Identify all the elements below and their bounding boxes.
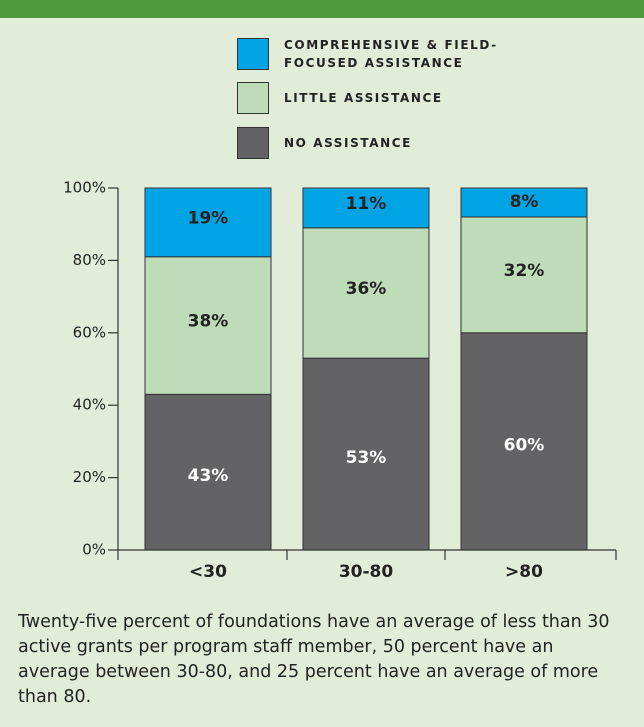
legend-swatch <box>237 38 269 70</box>
legend-item: LITTLE ASSISTANCE <box>237 82 564 114</box>
value-label: 43% <box>188 466 229 486</box>
y-tick-label: 80% <box>73 251 106 269</box>
bar-segment <box>460 187 588 218</box>
bar-segment <box>302 357 430 551</box>
caption: Twenty-five percent of foundations have … <box>18 612 610 707</box>
x-tick-label: 30-80 <box>339 562 394 582</box>
legend-swatch <box>237 127 269 159</box>
chart: 0% 20% 40% 60% 80% 100% <30 43% 38% 19% 30-80 53% 36… <box>63 179 617 582</box>
bar-segment <box>144 256 272 395</box>
legend-item: COMPREHENSIVE & FIELD-FOCUSED ASSISTANCE <box>237 36 524 72</box>
y-tick-label: 0% <box>82 541 106 559</box>
value-label: 60% <box>504 435 545 455</box>
y-tick-label: 40% <box>73 396 106 414</box>
bar-segment <box>302 187 430 229</box>
value-label: 53% <box>346 448 387 468</box>
legend-swatch <box>237 82 269 114</box>
legend-label: LITTLE ASSISTANCE <box>284 91 443 105</box>
x-tick-label: >80 <box>505 562 543 582</box>
value-label: 11% <box>346 194 387 214</box>
value-label: 36% <box>346 279 387 299</box>
value-label: 38% <box>188 312 229 332</box>
value-label: 8% <box>510 192 539 212</box>
header-band <box>0 0 644 18</box>
y-tick-label: 20% <box>73 468 106 486</box>
legend-label: COMPREHENSIVE & FIELD-FOCUSED ASSISTANCE <box>284 38 498 70</box>
y-tick-label: 60% <box>73 323 106 341</box>
legend-label: NO ASSISTANCE <box>284 136 412 150</box>
bar-segment <box>144 187 272 258</box>
bar-segment <box>302 227 430 359</box>
value-label: 32% <box>504 261 545 281</box>
value-label: 19% <box>188 208 229 228</box>
x-tick-label: <30 <box>189 562 227 582</box>
legend-item: NO ASSISTANCE <box>237 127 564 159</box>
y-tick-label: 100% <box>63 179 106 197</box>
bar-segment <box>144 393 272 551</box>
bar-segment <box>460 332 588 551</box>
